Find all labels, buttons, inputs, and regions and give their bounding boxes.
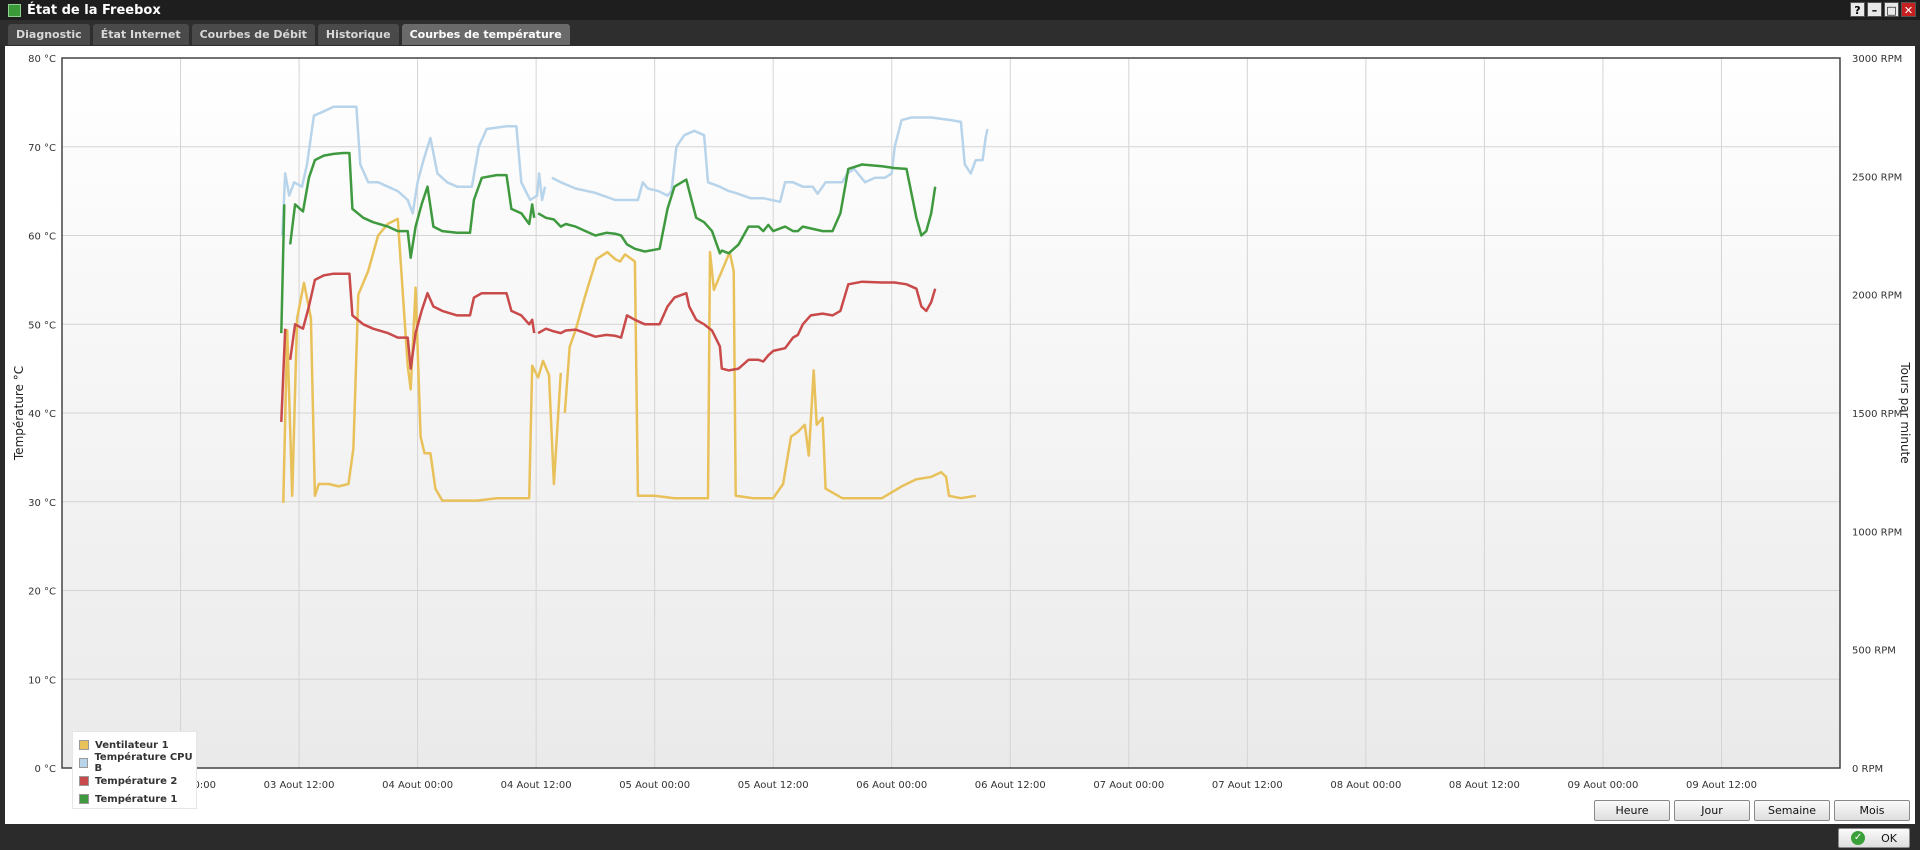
series-line	[282, 217, 563, 503]
y2-tick-label: 0 RPM	[1852, 764, 1883, 775]
chart-legend: Ventilateur 1 Température CPU B Températ…	[72, 731, 197, 809]
freebox-icon	[8, 3, 21, 17]
tab-bar: Diagnostic État Internet Courbes de Débi…	[0, 20, 1920, 45]
series-line	[537, 280, 937, 372]
y-tick-label: 60 °C	[28, 232, 56, 243]
y-tick-label: 50 °C	[28, 320, 56, 331]
bottom-bar	[0, 824, 1920, 850]
heure-button[interactable]: Heure	[1594, 800, 1670, 821]
minimize-icon[interactable]: –	[1867, 2, 1882, 17]
legend-label: Température 1	[95, 793, 178, 805]
help-icon[interactable]: ?	[1850, 2, 1865, 17]
x-tick-label: 09 Aout 12:00	[1686, 780, 1757, 791]
y-axis-label: Température °C	[12, 366, 26, 461]
x-tick-label: 06 Aout 12:00	[975, 780, 1046, 791]
plot-border	[61, 57, 1841, 769]
y2-tick-label: 1000 RPM	[1852, 527, 1902, 538]
close-icon[interactable]: ✕	[1901, 2, 1916, 17]
jour-button[interactable]: Jour	[1674, 800, 1750, 821]
x-tick-label: 05 Aout 12:00	[738, 780, 809, 791]
checkmark-icon: ✓	[1851, 831, 1866, 845]
legend-label: Ventilateur 1	[95, 739, 169, 751]
x-tick-label: 07 Aout 00:00	[1093, 780, 1164, 791]
window-controls: ? – □ ✕	[1850, 2, 1916, 17]
series-line	[537, 163, 937, 255]
series-group	[280, 105, 989, 503]
legend-swatch	[79, 794, 89, 804]
tab-etat-internet[interactable]: État Internet	[92, 24, 189, 45]
x-tick-label: 05 Aout 00:00	[619, 780, 690, 791]
series-line	[551, 116, 989, 204]
x-tick-label: 08 Aout 12:00	[1449, 780, 1520, 791]
series-line	[280, 204, 286, 334]
legend-swatch	[79, 776, 89, 786]
chart-panel: 0 °C 10 °C 20 °C 30 °C 40 °C 50 °C 60 °C 70 °C 8…	[5, 46, 1915, 824]
y2-axis-label: Tours par minute	[1898, 361, 1912, 463]
legend-label: Température 2	[95, 775, 178, 787]
series-line	[288, 272, 536, 370]
legend-label: Température CPU B	[94, 752, 193, 774]
mois-button[interactable]: Mois	[1834, 800, 1910, 821]
title-bar: État de la Freebox ? – □ ✕	[0, 0, 1920, 20]
ok-label: OK	[1881, 831, 1897, 845]
window-title: État de la Freebox	[27, 2, 161, 18]
y2-tick-label: 2500 RPM	[1852, 172, 1902, 183]
series-line	[281, 105, 547, 236]
legend-item: Température 1	[79, 790, 196, 808]
maximize-icon[interactable]: □	[1884, 2, 1899, 17]
y-tick-label: 0 °C	[34, 764, 56, 775]
y2-tick-label: 500 RPM	[1852, 646, 1896, 657]
tab-historique[interactable]: Historique	[317, 24, 399, 45]
x-tick-label: 03 Aout 12:00	[264, 780, 335, 791]
ok-button[interactable]: ✓ OK	[1838, 828, 1910, 848]
legend-item: Température 2	[79, 772, 196, 790]
y2-tick-label: 2000 RPM	[1852, 291, 1902, 302]
y-axis-ticks: 0 °C 10 °C 20 °C 30 °C 40 °C 50 °C 60 °C 70 °C 8…	[28, 54, 56, 775]
y-tick-label: 70 °C	[28, 143, 56, 154]
legend-swatch	[79, 758, 89, 768]
series-line	[280, 328, 287, 422]
y2-tick-label: 3000 RPM	[1852, 54, 1902, 65]
legend-item: Ventilateur 1	[79, 736, 196, 754]
legend-item: Température CPU B	[79, 752, 196, 774]
temperature-chart: 0 °C 10 °C 20 °C 30 °C 40 °C 50 °C 60 °C 70 °C 8…	[12, 54, 1912, 791]
x-tick-label: 09 Aout 00:00	[1567, 780, 1638, 791]
tab-courbes-temperature[interactable]: Courbes de température	[401, 24, 570, 45]
y2-axis-ticks: 0 RPM 500 RPM 1000 RPM 1500 RPM 2000 RPM 2500…	[1852, 54, 1902, 775]
y-tick-label: 10 °C	[28, 675, 56, 686]
x-tick-label: 08 Aout 00:00	[1330, 780, 1401, 791]
x-tick-label: 04 Aout 12:00	[501, 780, 572, 791]
y-tick-label: 40 °C	[28, 409, 56, 420]
tab-courbes-debit[interactable]: Courbes de Débit	[191, 24, 315, 45]
x-tick-label: 07 Aout 12:00	[1212, 780, 1283, 791]
x-tick-label: 06 Aout 00:00	[856, 780, 927, 791]
legend-swatch	[79, 740, 89, 750]
y2-tick-label: 1500 RPM	[1852, 409, 1902, 420]
range-buttons: Heure Jour Semaine Mois	[1594, 800, 1910, 821]
x-tick-label: 04 Aout 00:00	[382, 780, 453, 791]
semaine-button[interactable]: Semaine	[1754, 800, 1830, 821]
series-line	[288, 151, 536, 259]
y-tick-label: 20 °C	[28, 587, 56, 598]
tab-diagnostic[interactable]: Diagnostic	[8, 24, 90, 45]
y-tick-label: 30 °C	[28, 498, 56, 509]
series-line	[563, 250, 976, 500]
y-tick-label: 80 °C	[28, 54, 56, 65]
